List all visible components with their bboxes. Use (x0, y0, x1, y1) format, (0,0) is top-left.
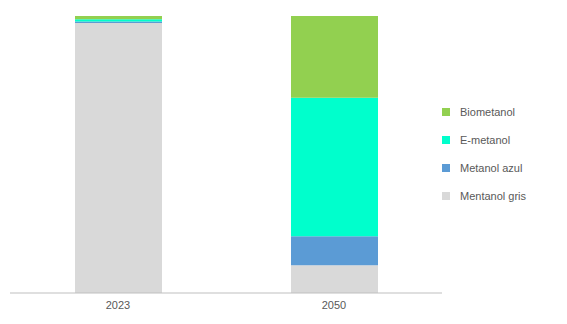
svg-text:2050: 2050 (322, 299, 346, 311)
html-text:Biometanol: Biometanol (460, 106, 515, 118)
html-text:E-metanol: E-metanol (460, 134, 511, 146)
html-text:Metanol azul: Metanol azul (460, 162, 523, 174)
html-text:Mentanol gris: Mentanol gris (460, 190, 526, 202)
svg-text:2023: 2023 (106, 299, 130, 311)
